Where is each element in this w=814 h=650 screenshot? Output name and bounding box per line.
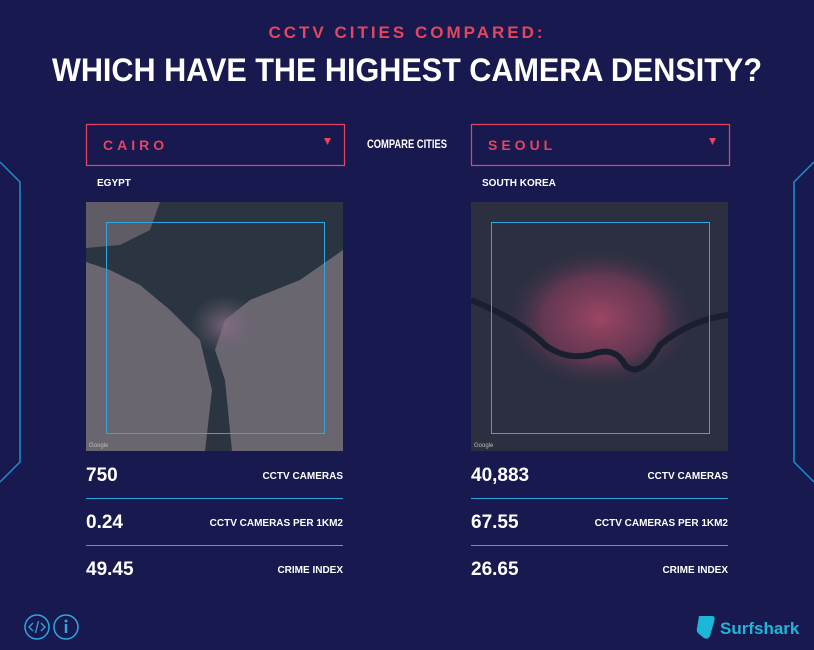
map-desert bbox=[86, 202, 160, 248]
embed-icon[interactable] bbox=[28, 620, 46, 634]
logo-mark[interactable] bbox=[696, 616, 715, 639]
brand-name[interactable]: Surfshark bbox=[720, 619, 800, 638]
dropdown-arrow[interactable] bbox=[709, 138, 716, 145]
map: Google bbox=[469, 202, 729, 451]
title: WHICH HAVE THE HIGHEST CAMERA DENSITY? bbox=[52, 52, 762, 88]
icon-circle[interactable] bbox=[24, 614, 50, 640]
dropdown-arrow[interactable] bbox=[324, 138, 331, 145]
stat-value: 40,883 bbox=[471, 465, 529, 486]
map-credit: Google bbox=[89, 443, 109, 449]
stat-value: 0.24 bbox=[86, 512, 123, 533]
side-bracket bbox=[793, 161, 814, 483]
stat-label: CCTV CAMERAS bbox=[262, 471, 343, 482]
icon-circle[interactable] bbox=[53, 614, 79, 640]
stat-value: 49.45 bbox=[86, 559, 134, 580]
map-frame bbox=[106, 222, 325, 434]
map-frame bbox=[491, 222, 710, 434]
city-select[interactable]: CAIRO bbox=[85, 123, 346, 167]
side-bracket bbox=[0, 161, 21, 483]
stat-label: CCTV CAMERAS bbox=[647, 471, 728, 482]
stat-value: 26.65 bbox=[471, 559, 519, 580]
country: SOUTH KOREA bbox=[482, 178, 556, 189]
compare-label: COMPARE CITIES bbox=[367, 137, 447, 151]
city-name[interactable]: CAIRO bbox=[103, 137, 168, 153]
map-river bbox=[469, 297, 729, 373]
stat-label: CCTV CAMERAS PER 1KM2 bbox=[595, 518, 729, 529]
map: Google bbox=[86, 202, 343, 451]
map-city bbox=[190, 295, 260, 355]
city-name[interactable]: SEOUL bbox=[488, 137, 556, 153]
stat-label: CRIME INDEX bbox=[662, 565, 728, 576]
country: EGYPT bbox=[97, 178, 131, 189]
city-select[interactable]: SEOUL bbox=[470, 123, 731, 167]
brand-logo[interactable]: Surfshark bbox=[696, 616, 800, 639]
embed-button[interactable] bbox=[24, 614, 50, 640]
stat-value: 67.55 bbox=[471, 512, 519, 533]
stat-value: 750 bbox=[86, 465, 118, 486]
map-city bbox=[505, 248, 695, 388]
select-box[interactable] bbox=[470, 123, 731, 167]
stat-label: CRIME INDEX bbox=[277, 565, 343, 576]
info-stem[interactable] bbox=[64, 624, 68, 633]
select-box[interactable] bbox=[85, 123, 346, 167]
stat-label: CCTV CAMERAS PER 1KM2 bbox=[210, 518, 344, 529]
info-dot[interactable] bbox=[64, 619, 68, 623]
map-credit: Google bbox=[474, 443, 494, 449]
kicker: CCTV CITIES COMPARED: bbox=[268, 23, 545, 42]
info-button[interactable] bbox=[53, 614, 79, 640]
stats: 750 CCTV CAMERAS 0.24 CCTV CAMERAS PER 1KM2… bbox=[86, 465, 728, 580]
